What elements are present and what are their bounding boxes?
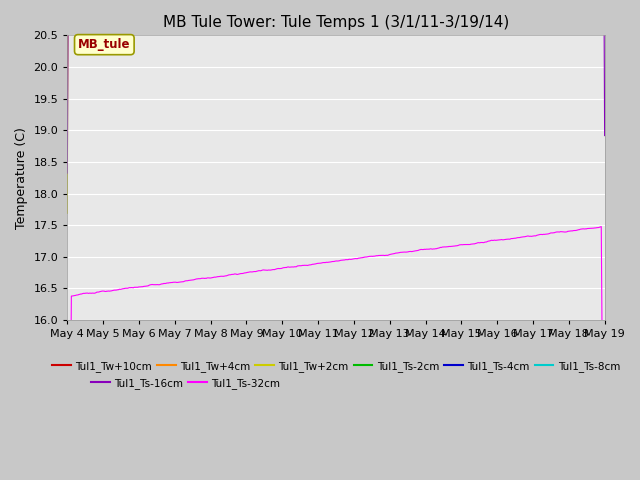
Text: MB_tule: MB_tule (78, 38, 131, 51)
Tul1_Ts-32cm (526, 233, 534, 239)
Tul1_Tw+2cm (63, 210, 71, 216)
Tul1_Ts-32cm (471, 241, 479, 247)
Tul1_Ts-32cm (390, 251, 397, 257)
Line: Tul1_Ts-16cm: Tul1_Ts-16cm (67, 0, 605, 173)
Y-axis label: Temperature (C): Temperature (C) (15, 127, 28, 228)
Line: Tul1_Tw+4cm: Tul1_Tw+4cm (67, 0, 605, 168)
Tul1_Ts-32cm (597, 224, 605, 229)
Tul1_Ts-16cm (63, 170, 71, 176)
Line: Tul1_Ts-32cm: Tul1_Ts-32cm (67, 227, 605, 480)
Tul1_Ts-16cm (601, 132, 609, 138)
Tul1_Tw+4cm (63, 165, 71, 171)
Tul1_Tw+10cm (63, 136, 71, 142)
Tul1_Ts-32cm (97, 288, 104, 294)
Title: MB Tule Tower: Tule Temps 1 (3/1/11-3/19/14): MB Tule Tower: Tule Temps 1 (3/1/11-3/19… (163, 15, 509, 30)
Tul1_Ts-32cm (406, 249, 413, 254)
Line: Tul1_Tw+10cm: Tul1_Tw+10cm (67, 0, 605, 139)
Tul1_Ts-32cm (376, 252, 383, 258)
Line: Tul1_Tw+2cm: Tul1_Tw+2cm (67, 0, 605, 213)
Legend: Tul1_Ts-16cm, Tul1_Ts-32cm: Tul1_Ts-16cm, Tul1_Ts-32cm (87, 374, 284, 393)
